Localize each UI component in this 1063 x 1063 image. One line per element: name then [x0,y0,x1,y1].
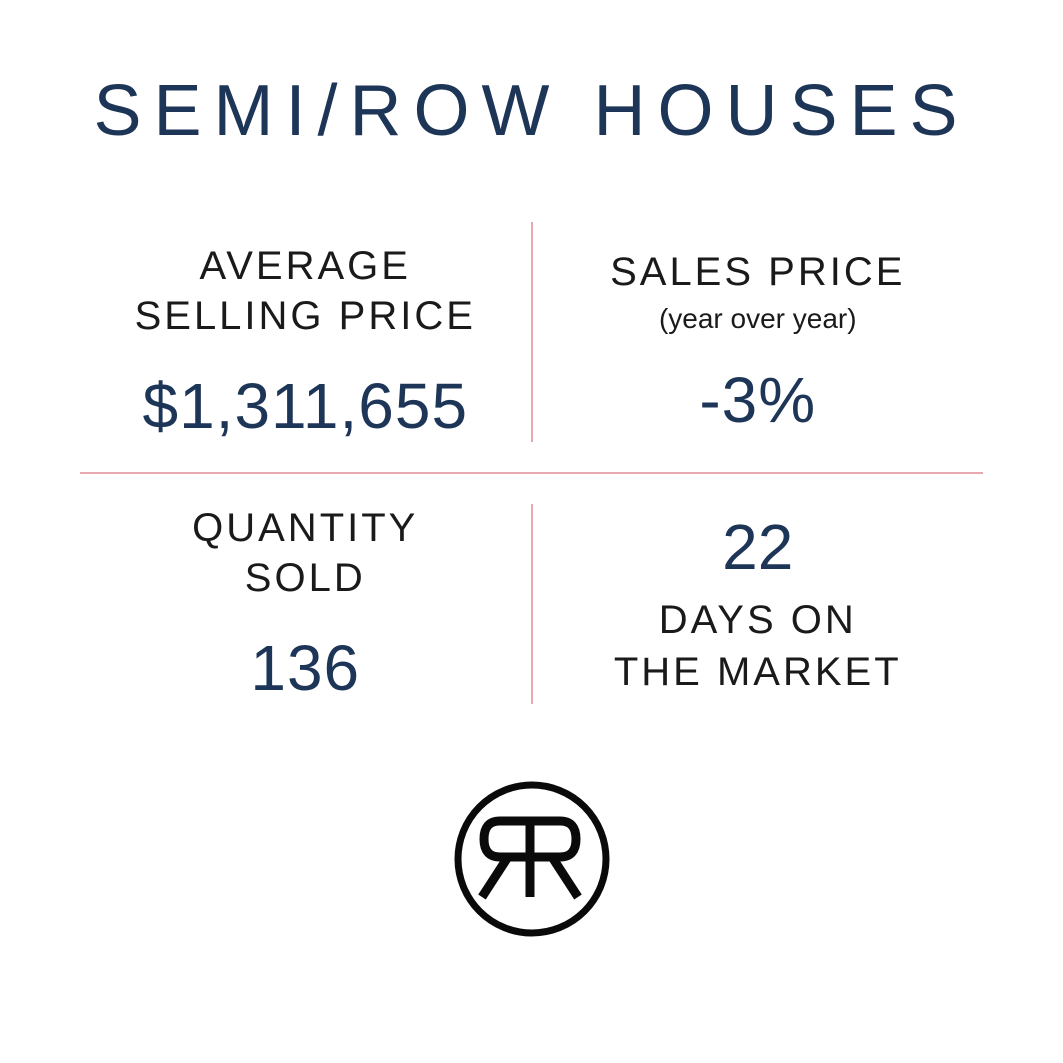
avg-selling-price-label-2: SELLING PRICE [135,291,476,341]
avg-selling-price-label-1: AVERAGE [200,241,411,291]
avg-selling-price-cell: AVERAGE SELLING PRICE $1,311,655 [80,212,531,472]
infographic-page: SEMI/ROW HOUSES AVERAGE SELLING PRICE $1… [0,0,1063,1063]
avg-selling-price-value: $1,311,655 [142,369,468,443]
days-on-market-cell: 22 DAYS ON THE MARKET [533,474,984,734]
quantity-sold-label-1: QUANTITY [192,503,418,553]
quantity-sold-label-2: SOLD [245,553,366,603]
stats-row-1: AVERAGE SELLING PRICE $1,311,655 SALES P… [80,212,983,472]
quantity-sold-value: 136 [250,631,360,705]
days-on-market-label-2: THE MARKET [614,646,902,698]
sales-price-value: -3% [699,363,816,437]
stats-row-2: QUANTITY SOLD 136 22 DAYS ON THE MARKET [80,474,983,734]
sales-price-cell: SALES PRICE (year over year) -3% [533,212,984,472]
rr-logo-icon [452,779,612,939]
page-title: SEMI/ROW HOUSES [93,70,969,152]
days-on-market-label-1: DAYS ON [659,594,857,646]
stats-grid: AVERAGE SELLING PRICE $1,311,655 SALES P… [80,212,983,734]
sales-price-label: SALES PRICE [610,247,905,297]
sales-price-sublabel: (year over year) [659,303,857,335]
days-on-market-value: 22 [722,510,793,584]
quantity-sold-cell: QUANTITY SOLD 136 [80,474,531,734]
